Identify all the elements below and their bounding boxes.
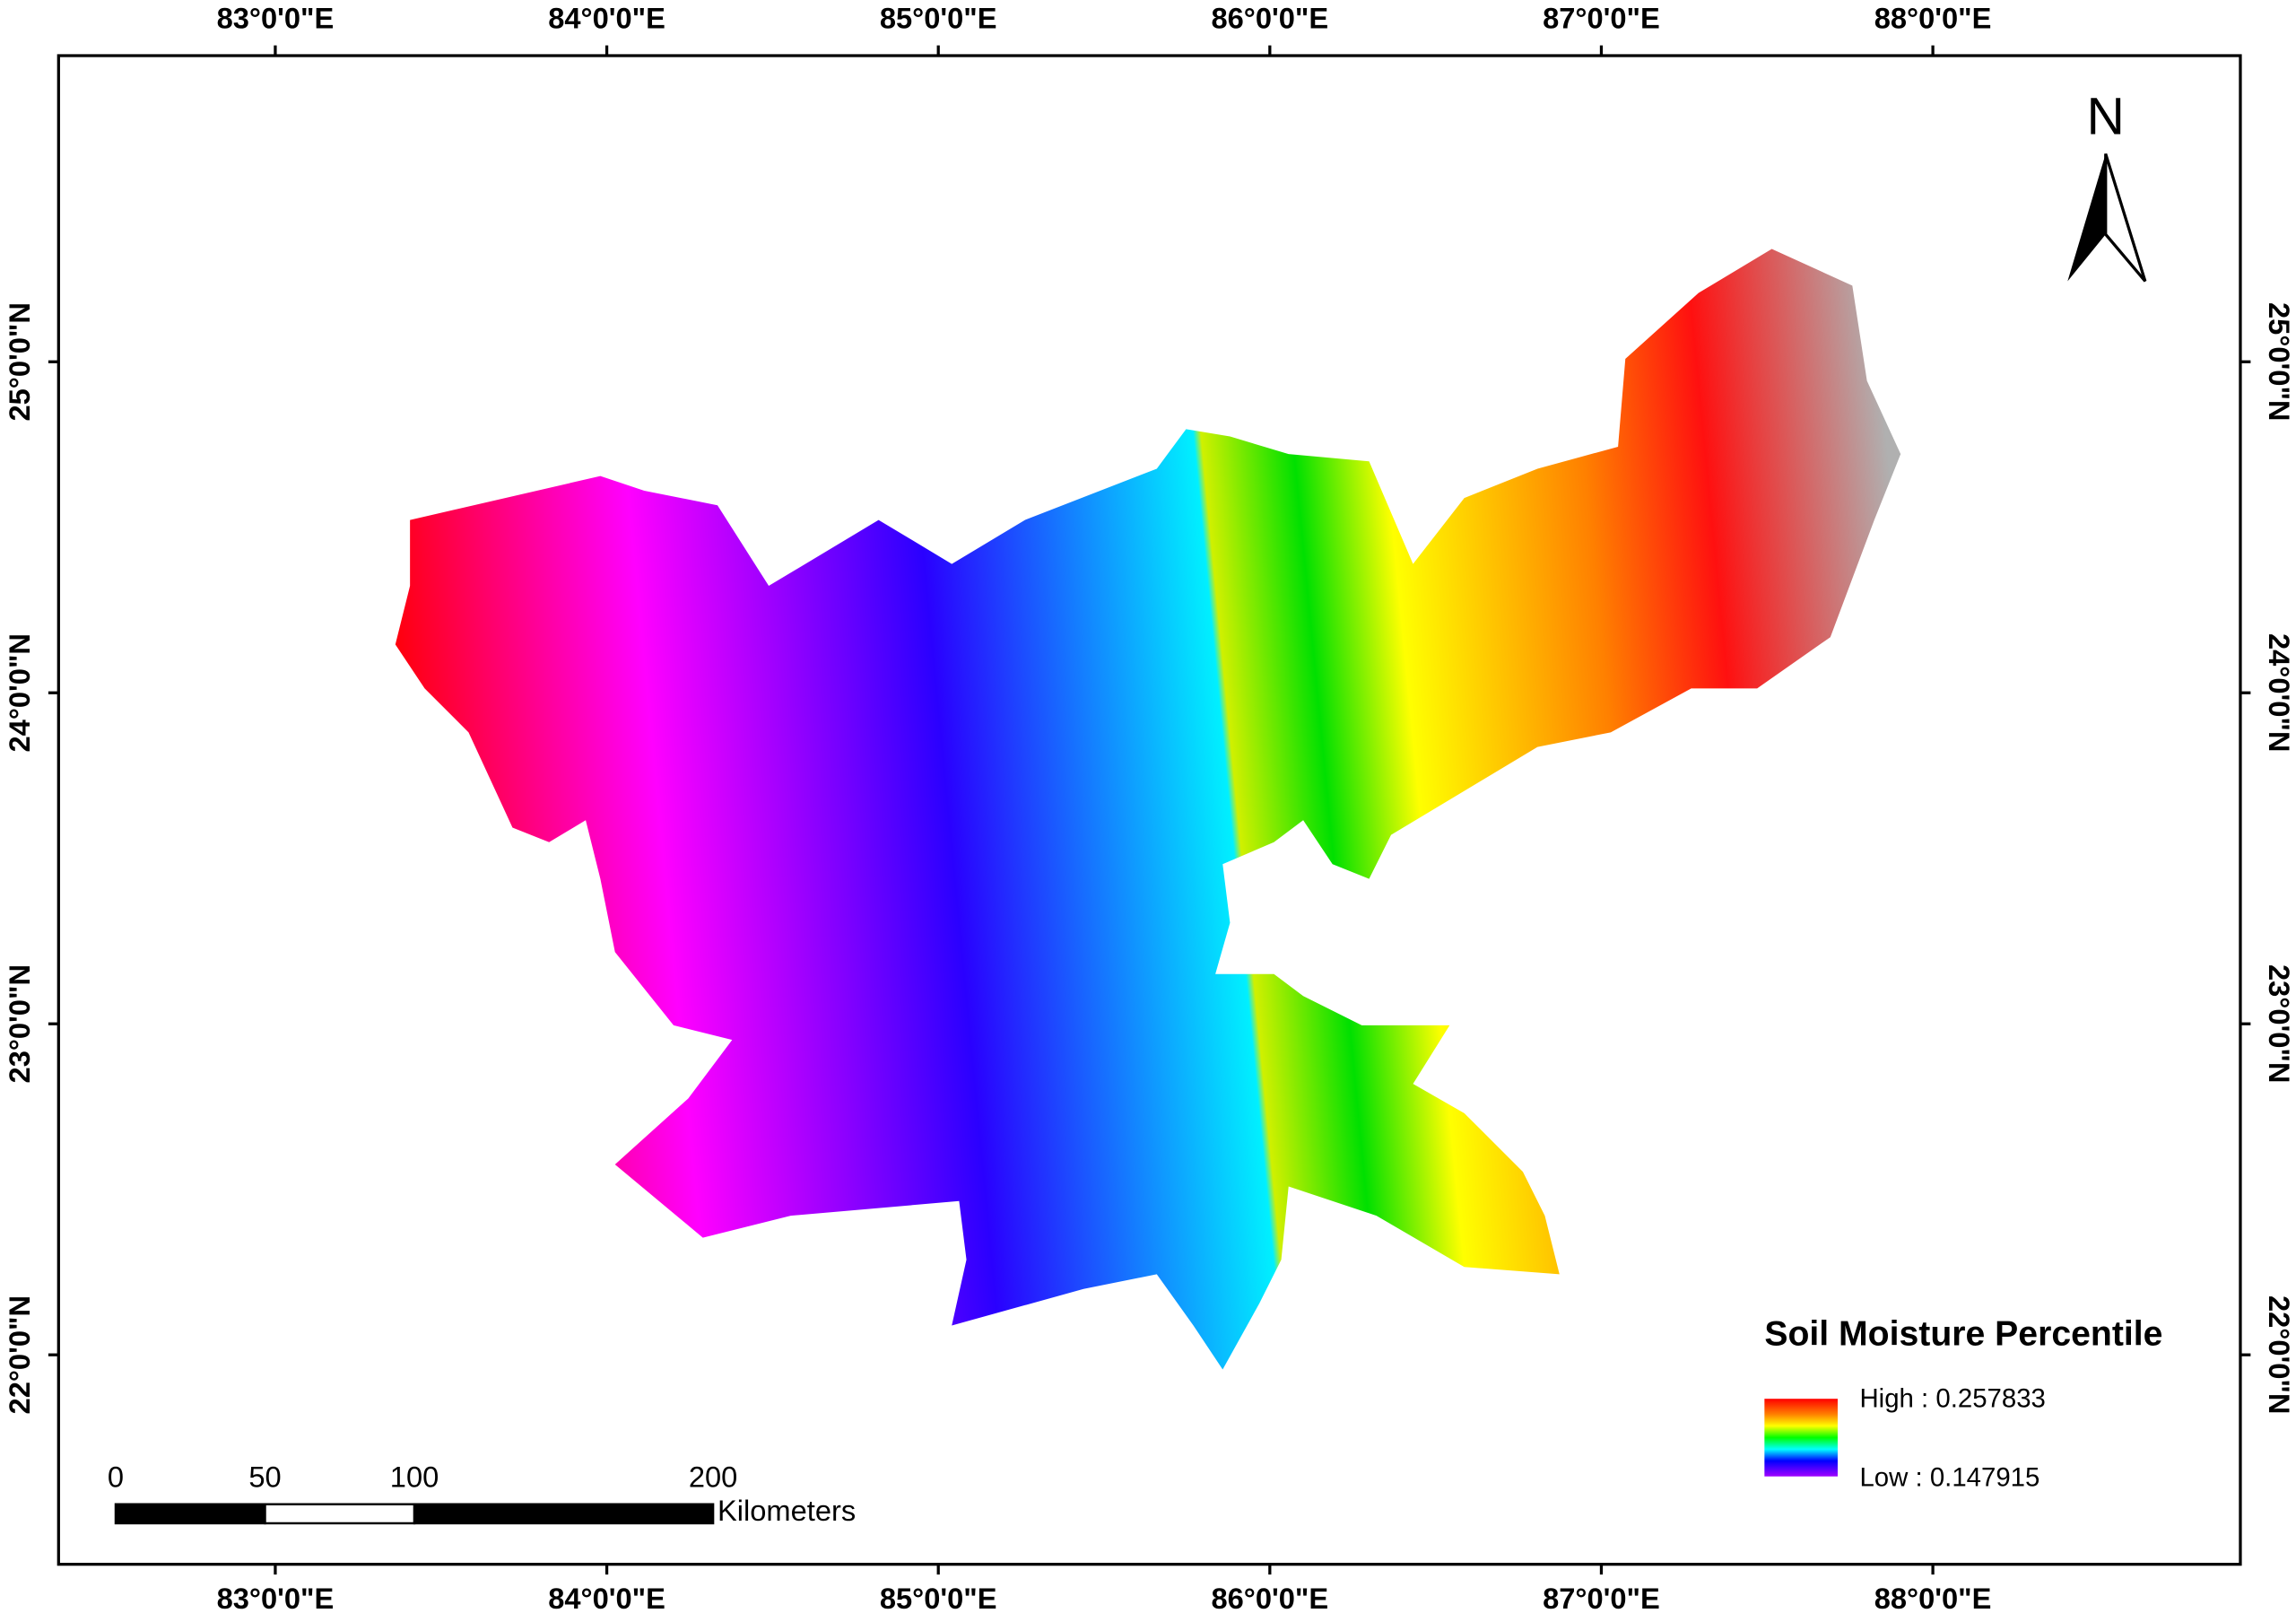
- longitude-label: 85°0'0"E: [880, 1, 997, 34]
- longitude-label: 85°0'0"E: [880, 1582, 997, 1615]
- legend-high: High : 0.257833: [1859, 1384, 2045, 1414]
- longitude-label: 84°0'0"E: [548, 1582, 665, 1615]
- longitude-label: 86°0'0"E: [1211, 1, 1328, 34]
- latitude-label: 25°0'0"N: [3, 302, 36, 421]
- latitude-label: 24°0'0"N: [2263, 633, 2296, 752]
- longitude-label: 86°0'0"E: [1211, 1582, 1328, 1615]
- scale-label: 200: [689, 1461, 737, 1494]
- region: [395, 249, 1901, 1370]
- north-arrow: N: [2067, 87, 2147, 283]
- latitude-label: 23°0'0"N: [2263, 964, 2296, 1083]
- latitude-label: 22°0'0"N: [3, 1295, 36, 1414]
- longitude-label: 84°0'0"E: [548, 1, 665, 34]
- longitude-label: 88°0'0"E: [1874, 1, 1992, 34]
- scale-label: 50: [248, 1461, 281, 1494]
- scale-segment: [264, 1503, 416, 1525]
- map-frame: [57, 54, 2242, 1566]
- longitude-label: 88°0'0"E: [1874, 1582, 1992, 1615]
- legend: Soil Moisture Percentile High : 0.257833…: [1764, 1314, 2162, 1493]
- legend-title: Soil Moisture Percentile: [1764, 1314, 2162, 1353]
- longitude-label: 87°0'0"E: [1543, 1, 1660, 34]
- latitude-label: 23°0'0"N: [3, 964, 36, 1083]
- scale-label: 0: [108, 1461, 124, 1494]
- scale-label: 100: [390, 1461, 439, 1494]
- legend-low: Low : 0.147915: [1859, 1463, 2039, 1493]
- north-label: N: [2087, 87, 2125, 145]
- scale-unit: Kilometers: [718, 1494, 856, 1527]
- scale-segment: [413, 1503, 715, 1525]
- legend-ramp: [1764, 1399, 1838, 1477]
- latitude-label: 25°0'0"N: [2263, 302, 2296, 421]
- longitude-label: 87°0'0"E: [1543, 1582, 1660, 1615]
- latitude-label: 24°0'0"N: [3, 633, 36, 752]
- longitude-label: 83°0'0"E: [217, 1, 335, 34]
- latitude-label: 22°0'0"N: [2263, 1295, 2296, 1414]
- longitude-label: 83°0'0"E: [217, 1582, 335, 1615]
- scale-segment: [114, 1503, 266, 1525]
